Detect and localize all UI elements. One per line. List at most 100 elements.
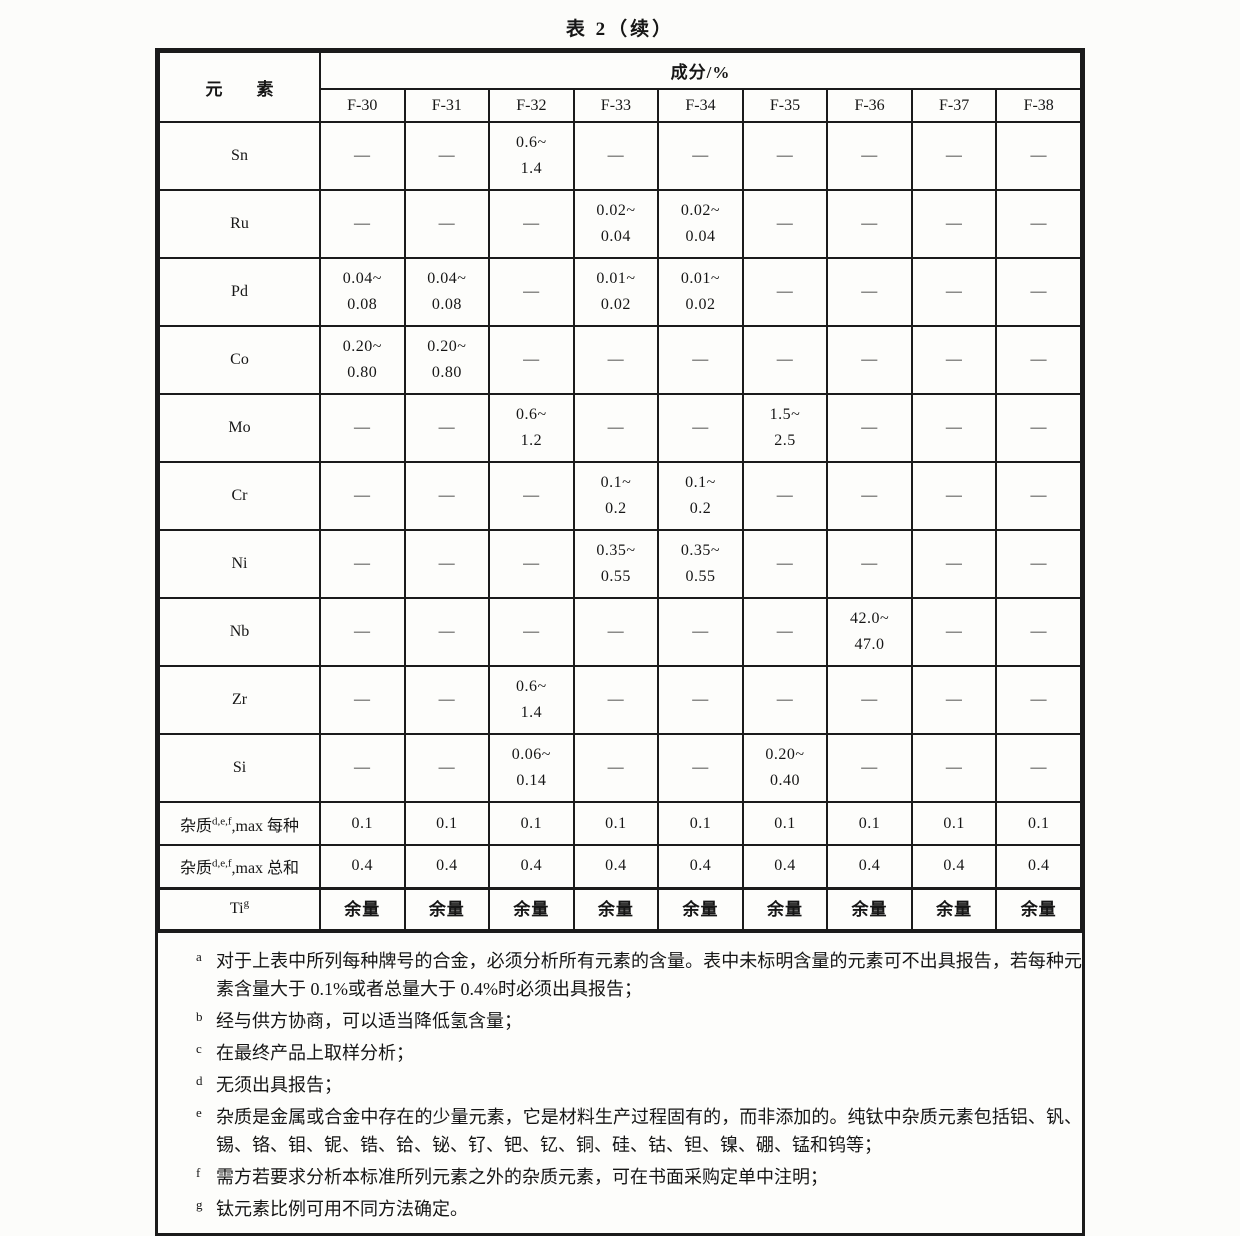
value-cell: — — [572, 665, 660, 735]
impurity-row-0: 杂质d,e,f,max 每种 0.1 0.1 0.1 0.1 0.1 0.1 0.1 0.1 0.… — [158, 801, 1082, 846]
label-suffix: ,max 总和 — [231, 860, 300, 878]
footnote-marker: a — [196, 949, 202, 964]
value-cell: 1.5~ 2.5 — [741, 393, 829, 463]
value-cell: — — [741, 189, 829, 259]
impurity-value-cell: 0.4 — [910, 844, 998, 889]
value-cell: — — [995, 597, 1082, 667]
element-symbol: Zr — [158, 665, 321, 735]
value-cell: — — [826, 733, 913, 803]
impurity-value-cell: 0.4 — [826, 844, 913, 889]
element-symbol: Nb — [158, 597, 321, 667]
value-cell: — — [319, 461, 406, 531]
impurity-value-cell: 0.4 — [741, 844, 829, 889]
value-cell: — — [826, 529, 913, 599]
impurity-value-cell: 0.4 — [488, 844, 575, 889]
value-cell: — — [910, 597, 998, 667]
impurity-value-cell: 0.4 — [657, 844, 744, 889]
value-cell: — — [403, 665, 491, 735]
element-symbol: Pd — [158, 257, 321, 327]
value-cell: — — [995, 257, 1082, 327]
element-symbol: Mo — [158, 393, 321, 463]
value-cell: — — [319, 665, 406, 735]
value-cell: — — [826, 665, 913, 735]
titanium-value-cell: 余量 — [826, 886, 913, 931]
value-cell: — — [657, 325, 744, 395]
value-cell: 0.06~ 0.14 — [488, 733, 575, 803]
value-cell: — — [572, 597, 660, 667]
grade-header-F-33: F-33 — [572, 88, 660, 123]
titanium-value-cell: 余量 — [995, 886, 1082, 931]
element-row-Cr: Cr — — —0.1~ 0.2 0.1~ 0.2— — — — — [158, 461, 1082, 531]
footnote-marker: d — [196, 1073, 203, 1088]
impurity-value-cell: 0.1 — [572, 801, 660, 846]
value-cell: — — [403, 121, 491, 191]
footnote-marker: e — [196, 1105, 202, 1120]
value-cell: — — [657, 665, 744, 735]
value-cell: — — [995, 325, 1082, 395]
value-cell: — — [995, 529, 1082, 599]
value-cell: 0.1~ 0.2 — [657, 461, 744, 531]
header-row-composition: 元 素 成分/% — [158, 51, 1082, 123]
titanium-value-cell: 余量 — [488, 886, 575, 931]
value-cell: — — [403, 393, 491, 463]
footnote-g: g 钛元素比例可用不同方法确定。 — [158, 1195, 1082, 1223]
impurity-value-cell: 0.1 — [319, 801, 406, 846]
value-cell: 42.0~ 47.0 — [826, 597, 913, 667]
value-cell: 0.01~ 0.02 — [657, 257, 744, 327]
value-cell: — — [488, 461, 575, 531]
titanium-value-cell: 余量 — [572, 886, 660, 931]
value-cell: — — [657, 597, 744, 667]
value-cell: 0.35~ 0.55 — [572, 529, 660, 599]
value-cell: — — [910, 393, 998, 463]
value-cell: 0.02~ 0.04 — [657, 189, 744, 259]
element-row-Pd: Pd 0.04~ 0.08 0.04~ 0.08—0.01~ 0.02 0.01~ 0… — [158, 257, 1082, 327]
grade-header-F-38: F-38 — [995, 88, 1082, 123]
value-cell: — — [572, 121, 660, 191]
value-cell: — — [319, 529, 406, 599]
grade-header-F-34: F-34 — [657, 88, 744, 123]
element-symbol: Si — [158, 733, 321, 803]
value-cell: — — [319, 597, 406, 667]
element-symbol: Ru — [158, 189, 321, 259]
titanium-value-cell: 余量 — [910, 886, 998, 931]
footnote-marker: f — [196, 1165, 201, 1180]
value-cell: — — [995, 393, 1082, 463]
grade-header-F-30: F-30 — [319, 88, 406, 123]
element-row-Zr: Zr — —0.6~ 1.4— — — — — — — [158, 665, 1082, 735]
value-cell: — — [488, 529, 575, 599]
impurity-value-cell: 0.1 — [488, 801, 575, 846]
impurity-value-cell: 0.4 — [995, 844, 1082, 889]
impurity-value-cell: 0.1 — [826, 801, 913, 846]
label-prefix: 杂质 — [179, 860, 212, 878]
impurity-value-cell: 0.4 — [403, 844, 491, 889]
value-cell: — — [741, 325, 829, 395]
value-cell: — — [403, 597, 491, 667]
value-cell: — — [572, 393, 660, 463]
footnote-text: 经与供方协商，可以适当降低氢含量； — [216, 1011, 522, 1031]
element-symbol: Co — [158, 325, 321, 395]
impurity-label: 杂质d,e,f,max 总和 — [158, 844, 321, 889]
value-cell: — — [403, 189, 491, 259]
element-symbol: Sn — [158, 121, 321, 191]
value-cell: — — [741, 121, 829, 191]
value-cell: — — [488, 257, 575, 327]
impurity-value-cell: 0.1 — [995, 801, 1082, 846]
value-cell: — — [572, 325, 660, 395]
table-frame: 元 素 成分/% F-30 F-31 F-32 F-33 F-34 F-35 F-36 F-3… — [155, 48, 1085, 1236]
grade-header-F-37: F-37 — [910, 88, 998, 123]
value-cell: — — [910, 733, 998, 803]
value-cell: 0.01~ 0.02 — [572, 257, 660, 327]
value-cell: — — [910, 121, 998, 191]
footnote-ref: d,e,f — [211, 815, 232, 828]
footnote-ref: d,e,f — [211, 857, 232, 870]
value-cell: — — [910, 665, 998, 735]
value-cell: 0.04~ 0.08 — [403, 257, 491, 327]
footnote-marker: b — [196, 1009, 203, 1024]
label-prefix: 杂质 — [179, 817, 212, 835]
element-symbol: Ni — [158, 529, 321, 599]
value-cell: — — [826, 461, 913, 531]
titanium-value-cell: 余量 — [657, 886, 744, 931]
value-cell: 0.1~ 0.2 — [572, 461, 660, 531]
footnote-f: f 需方若要求分析本标准所列元素之外的杂质元素，可在书面采购定单中注明； — [158, 1163, 1082, 1191]
footnote-d: d 无须出具报告； — [158, 1071, 1082, 1099]
